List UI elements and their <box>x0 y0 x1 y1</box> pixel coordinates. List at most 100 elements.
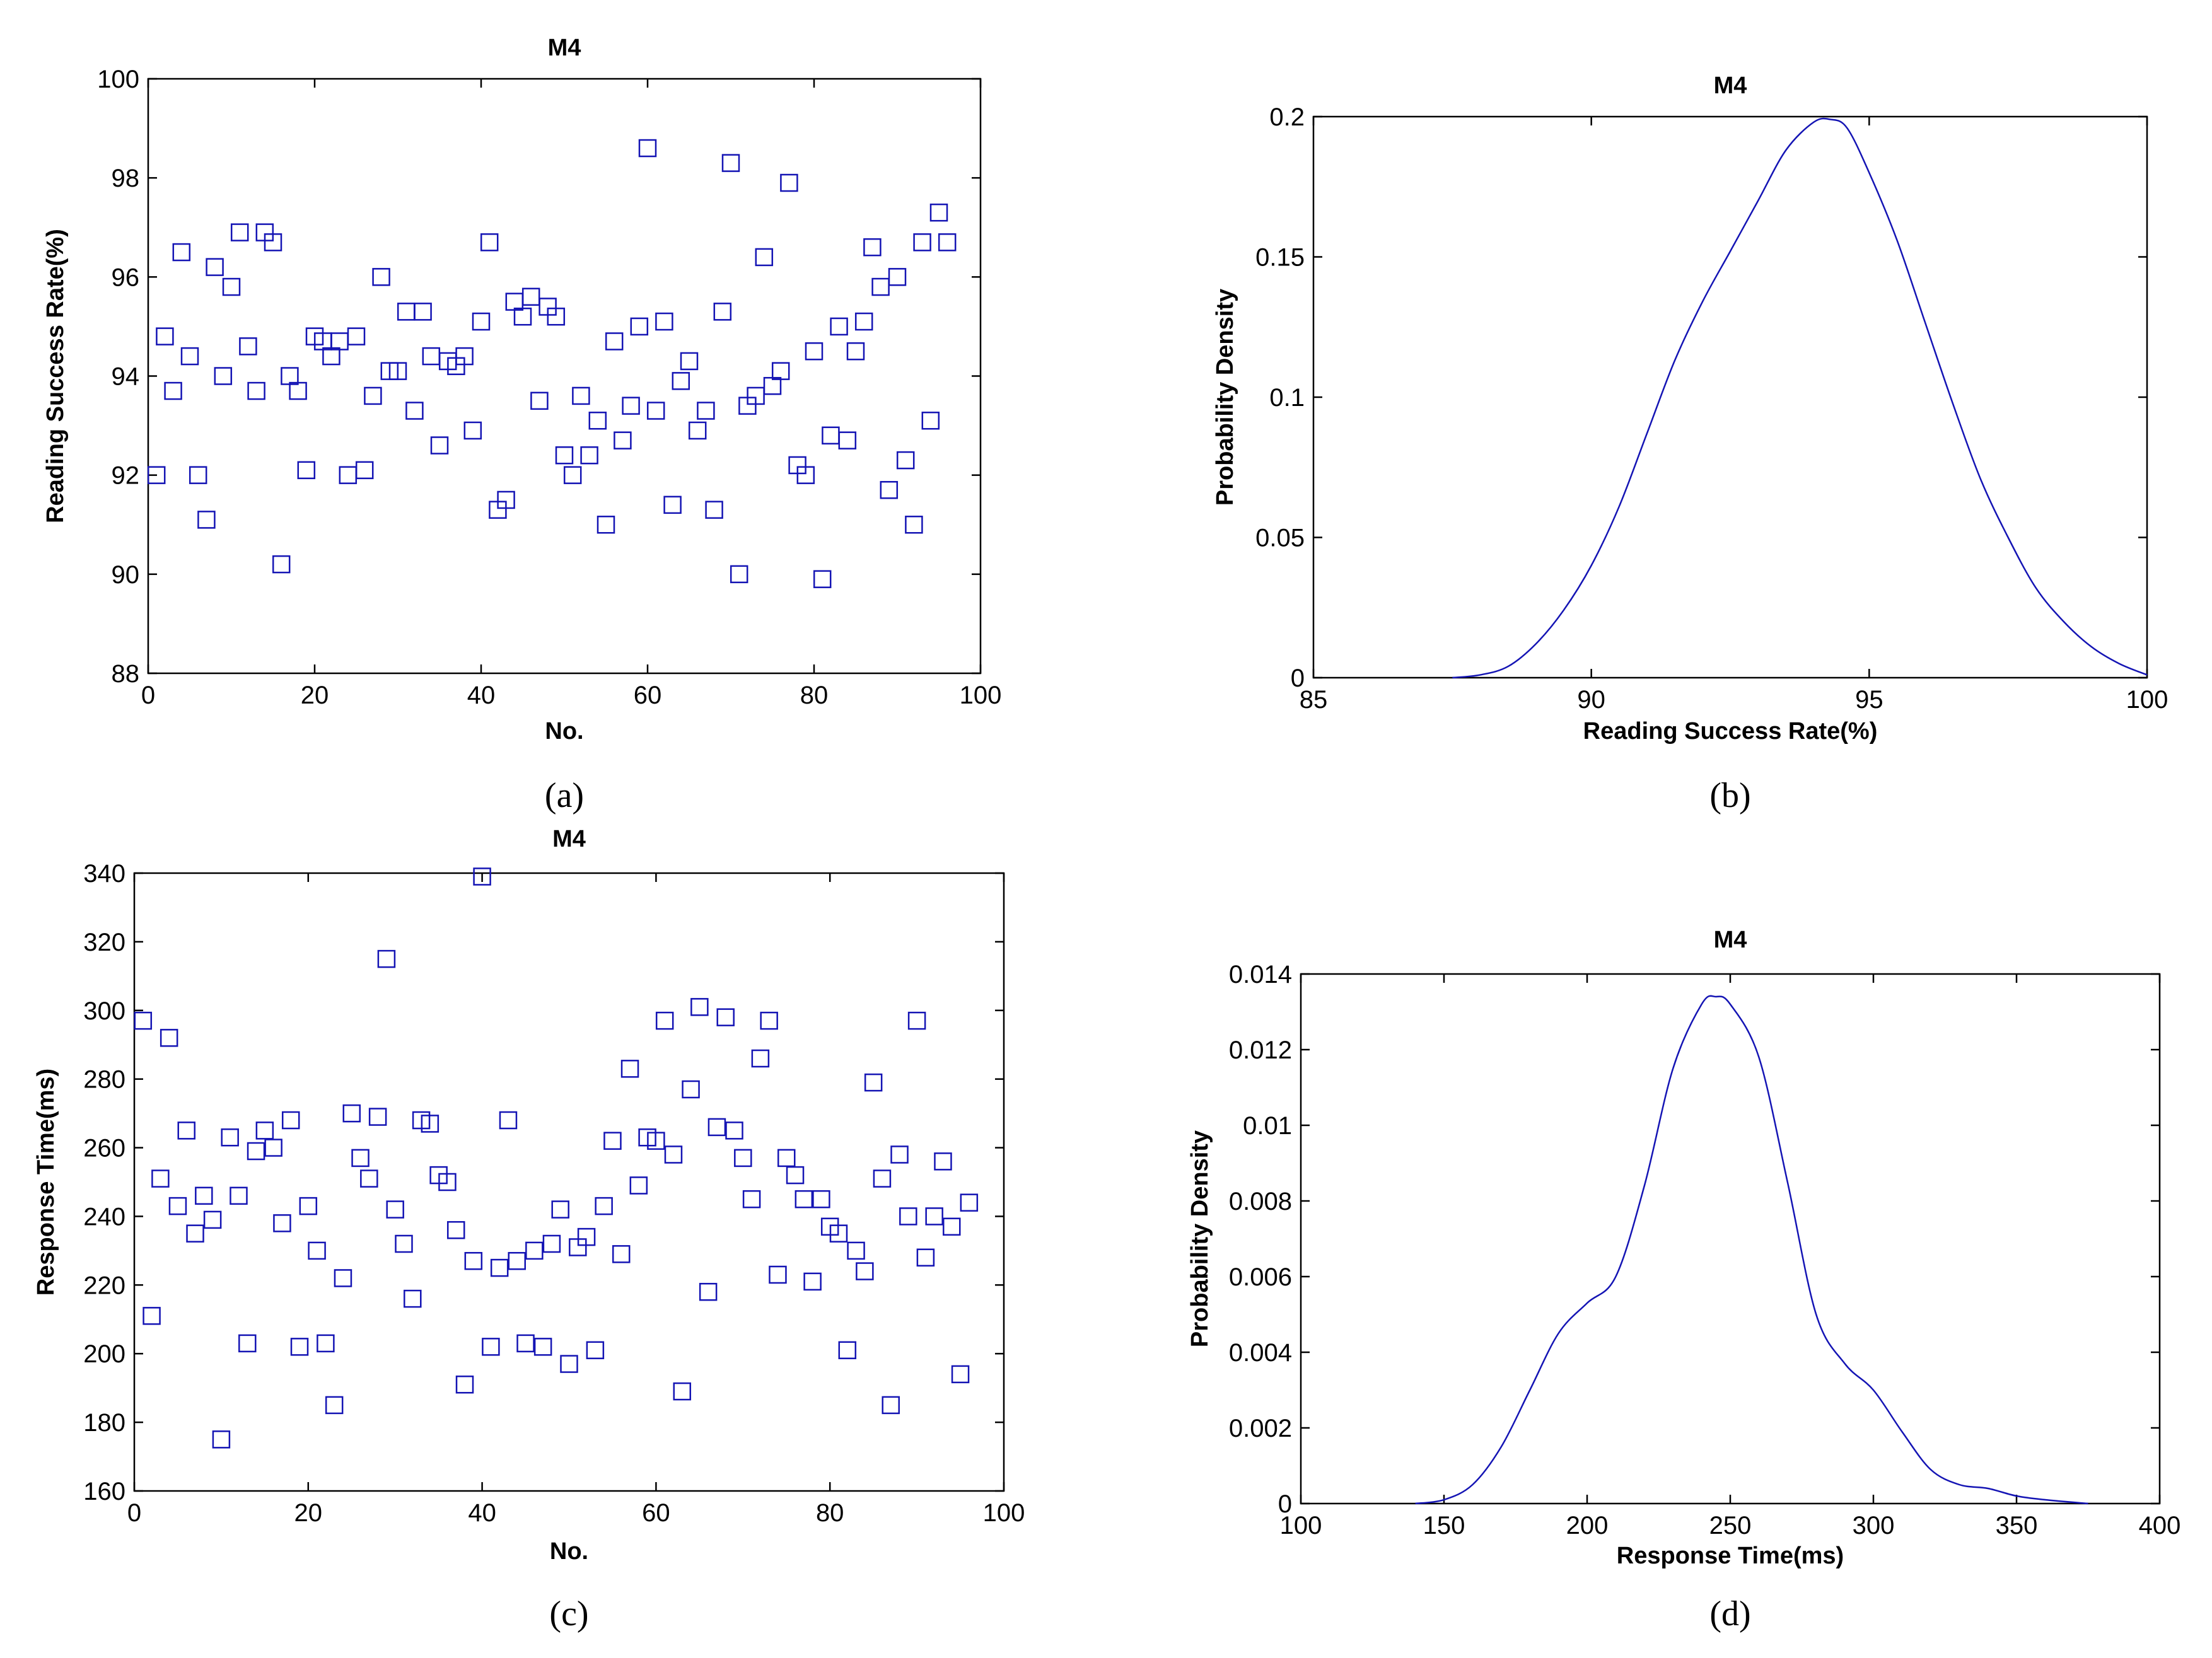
x-tick-label: 150 <box>1423 1512 1465 1539</box>
scatter-point <box>713 303 732 321</box>
scatter-point <box>525 1241 544 1260</box>
scatter-point <box>805 342 824 361</box>
scatter-point <box>455 347 474 366</box>
chart-title: M4 <box>548 35 581 61</box>
scatter-point <box>297 461 316 480</box>
scatter-point <box>742 1190 761 1209</box>
scatter-point <box>197 511 216 529</box>
scatter-point <box>638 139 657 158</box>
scatter-point <box>195 1186 213 1205</box>
scatter-point <box>603 1132 622 1150</box>
x-tick-label: 60 <box>642 1499 670 1527</box>
panel-label: (a) <box>545 776 584 815</box>
y-tick-label: 200 <box>83 1340 125 1368</box>
x-tick-label: 100 <box>2126 686 2168 714</box>
scatter-point <box>351 1149 370 1168</box>
scatter-point <box>707 1118 726 1137</box>
scatter-point <box>716 1008 735 1026</box>
scatter-point <box>605 332 624 351</box>
scatter-point <box>151 1169 170 1188</box>
scatter-point <box>697 402 715 420</box>
y-tick-label: 280 <box>83 1066 125 1094</box>
panel-label: (d) <box>1709 1594 1750 1633</box>
y-axis-label: Probability Density <box>1187 1130 1213 1347</box>
scatter-point <box>404 1289 422 1308</box>
scatter-point <box>360 1169 378 1188</box>
x-tick-label: 0 <box>141 681 155 709</box>
y-tick-label: 260 <box>83 1135 125 1162</box>
scatter-point <box>577 1227 596 1246</box>
x-tick-label: 90 <box>1577 686 1605 714</box>
plot-frame <box>1312 115 2148 679</box>
scatter-point <box>690 998 709 1016</box>
y-tick-label: 160 <box>83 1478 125 1505</box>
scatter-point <box>629 1176 648 1195</box>
scatter-point <box>960 1193 979 1212</box>
scatter-point <box>614 431 632 449</box>
x-axis-label: Reading Success Rate(%) <box>1583 718 1878 745</box>
scatter-point <box>347 327 366 345</box>
scatter-point <box>364 386 382 405</box>
scatter-point <box>938 233 957 252</box>
scatter-point <box>854 312 873 331</box>
scatter-point <box>405 402 424 420</box>
scatter-point <box>769 1265 787 1284</box>
scatter-point <box>725 1122 743 1140</box>
scatter-point <box>482 1338 500 1356</box>
scatter-point <box>612 1245 631 1263</box>
scatter-point <box>355 461 374 480</box>
x-tick-label: 300 <box>1853 1512 1895 1539</box>
y-tick-label: 0.05 <box>1255 525 1305 552</box>
scatter-point <box>473 867 491 886</box>
scatter-point <box>308 1241 326 1260</box>
scatter-point <box>705 501 723 519</box>
scatter-point <box>795 1190 813 1209</box>
scatter-point <box>168 1197 187 1215</box>
scatter-point <box>143 1307 161 1325</box>
scatter-point <box>760 1011 778 1030</box>
scatter-point <box>186 1224 204 1243</box>
scatter-point <box>846 342 865 361</box>
scatter-point <box>943 1217 961 1236</box>
scatter-point <box>273 1214 291 1232</box>
scatter-point <box>325 1396 344 1415</box>
chart-title: M4 <box>552 826 586 852</box>
scatter-point <box>771 362 790 380</box>
scatter-point <box>177 1122 195 1140</box>
panel-label: (b) <box>1709 776 1750 815</box>
y-tick-label: 98 <box>112 165 140 192</box>
scatter-point <box>547 307 566 326</box>
scatter-point <box>551 1200 569 1219</box>
scatter-point <box>464 1251 483 1270</box>
scatter-point <box>438 1173 457 1191</box>
scatter-point <box>334 1269 352 1287</box>
scatter-point <box>646 402 665 420</box>
scatter-point <box>247 381 265 400</box>
scatter-point <box>882 1396 900 1415</box>
y-tick-label: 0.15 <box>1255 244 1305 272</box>
scatter-point <box>830 317 848 336</box>
chart-panel-d: 100 150 200 250 300 350 400 0 0.002 0.004 0.006 0.0… <box>1187 927 2180 1633</box>
chart-panel-c: 0 20 40 60 80 100 160 180 200 220 240 260 280 300 320 3… <box>33 826 1025 1633</box>
scatter-point <box>647 1132 665 1150</box>
scatter-point <box>680 352 699 371</box>
y-tick-label: 340 <box>83 860 125 888</box>
scatter-point <box>264 233 282 252</box>
scatter-point <box>134 1011 153 1030</box>
scatter-point <box>180 347 199 366</box>
scatter-point <box>871 277 890 296</box>
y-tick-label: 320 <box>83 929 125 956</box>
scatter-point <box>597 516 615 534</box>
scatter-point <box>880 480 899 499</box>
scatter-point <box>508 1251 527 1270</box>
scatter-point <box>588 411 607 430</box>
scatter-point <box>377 949 396 968</box>
scatter-point <box>916 1248 935 1267</box>
chart-panel-a: 0 20 40 60 80 100 88 90 92 94 96 98 100 M4 No. Reading … <box>42 35 1001 815</box>
scatter-point <box>580 446 598 465</box>
scatter-point <box>499 1111 518 1130</box>
chart-title: M4 <box>1714 927 1747 953</box>
scatter-point <box>921 411 940 430</box>
scatter-point <box>803 1272 822 1291</box>
